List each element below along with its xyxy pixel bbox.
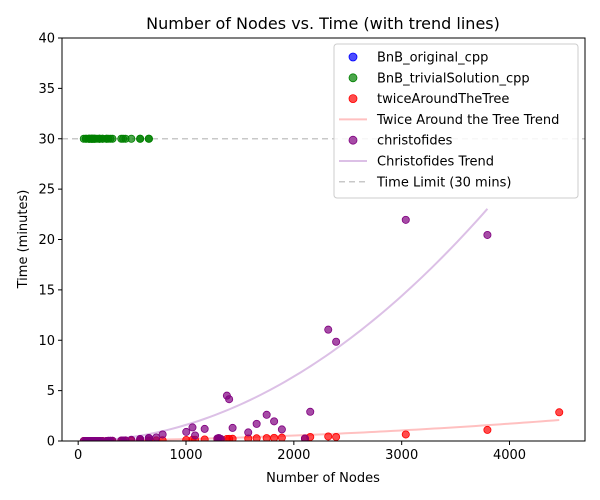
legend-marker	[348, 52, 358, 62]
data-point	[252, 419, 261, 428]
data-point	[108, 134, 117, 143]
data-point	[483, 425, 492, 434]
legend-label: BnB_trivialSolution_cpp	[377, 71, 530, 86]
data-point	[401, 215, 410, 224]
data-point	[332, 432, 341, 441]
data-point	[555, 408, 564, 417]
x-tick-label: 2000	[277, 448, 310, 463]
y-tick-label: 25	[38, 183, 55, 198]
x-tick-label: 0	[74, 448, 82, 463]
data-point	[136, 134, 145, 143]
data-point	[401, 430, 410, 439]
data-point	[324, 325, 333, 334]
data-point	[332, 337, 341, 346]
legend-box	[333, 43, 579, 199]
data-point	[136, 434, 145, 441]
legend-marker	[348, 73, 358, 83]
data-point	[152, 433, 161, 441]
legend-label: Time Limit (30 mins)	[376, 175, 511, 190]
legend-label: Twice Around the Tree Trend	[376, 113, 559, 128]
y-tick-label: 20	[38, 233, 55, 248]
data-point	[270, 433, 279, 441]
y-tick-label: 0	[47, 435, 55, 450]
y-tick-label: 15	[38, 283, 55, 298]
y-tick-label: 10	[38, 334, 55, 349]
data-point	[483, 230, 492, 239]
data-point	[188, 423, 197, 432]
data-point	[191, 431, 200, 440]
y-tick-label: 40	[38, 32, 55, 47]
trend-line	[83, 208, 489, 441]
data-point	[270, 417, 279, 426]
data-point	[127, 435, 136, 441]
data-point	[277, 433, 286, 441]
data-point	[216, 434, 225, 441]
legend-label: BnB_original_cpp	[377, 51, 488, 66]
y-axis: 0 5 10 15 20 25 30 35 40	[38, 32, 62, 450]
data-point	[324, 432, 333, 441]
y-tick-label: 5	[47, 384, 55, 399]
data-point	[225, 395, 234, 404]
trend-layer	[83, 208, 560, 441]
y-axis-label: Time (minutes)	[16, 190, 31, 290]
legend-label: christofides	[377, 134, 453, 149]
legend-label: Christofides Trend	[377, 155, 494, 170]
legend-marker	[348, 135, 358, 145]
y-tick-label: 35	[38, 82, 55, 97]
legend-label: twiceAroundTheTree	[377, 92, 509, 107]
y-tick-label: 30	[38, 132, 55, 147]
data-point	[244, 428, 253, 437]
data-point	[277, 425, 286, 434]
data-point	[182, 427, 191, 436]
legend-marker	[348, 94, 358, 103]
data-point	[127, 134, 136, 143]
x-axis: 0 1000 2000 3000 4000	[74, 441, 526, 463]
data-point	[306, 407, 315, 416]
plot-area	[61, 37, 586, 442]
data-point	[200, 424, 209, 433]
x-tick-label: 4000	[493, 448, 526, 463]
data-point	[158, 430, 167, 439]
data-point	[228, 423, 237, 432]
x-tick-label: 1000	[169, 448, 202, 463]
data-point	[300, 434, 309, 441]
x-axis-label: Number of Nodes	[266, 471, 380, 486]
data-point	[262, 410, 271, 419]
data-point	[228, 434, 237, 441]
chart-title: Number of Nodes vs. Time (with trend lin…	[146, 14, 500, 33]
data-point	[145, 134, 154, 143]
data-point	[200, 435, 209, 441]
x-tick-label: 3000	[385, 448, 418, 463]
data-point	[252, 434, 261, 441]
legend: BnB_original_cpp BnB_trivialSolution_cppt…	[333, 43, 579, 199]
